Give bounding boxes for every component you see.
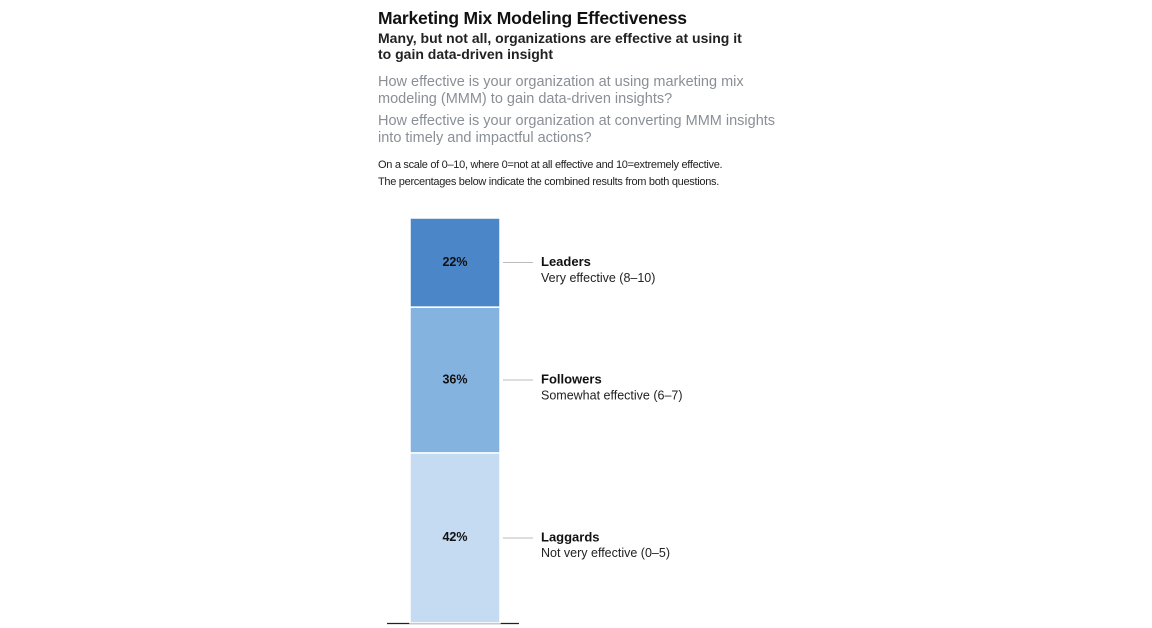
chart-title: Marketing Mix Modeling Effectiveness [378,8,687,28]
chart-subtitle: Many, but not all, organizations are eff… [378,30,742,62]
legend-description: Not very effective (0–5) [541,546,670,560]
question: How effective is your organization at co… [378,113,776,146]
legend-label: Laggards [541,529,600,544]
legend-label: Followers [541,371,602,386]
legend-description: Very effective (8–10) [541,271,655,285]
note: The percentages below indicate the combi… [378,176,719,188]
bar-segment [409,306,501,454]
value-label: 22% [442,255,467,269]
question: How effective is your organization at us… [378,74,744,107]
bar-segment [409,452,501,624]
bar-segment [409,217,501,308]
note: On a scale of 0–10, where 0=not at all e… [378,159,723,171]
value-label: 42% [442,530,467,544]
legend-description: Somewhat effective (6–7) [541,388,683,402]
value-label: 36% [442,372,467,386]
legend-label: Leaders [541,254,591,269]
